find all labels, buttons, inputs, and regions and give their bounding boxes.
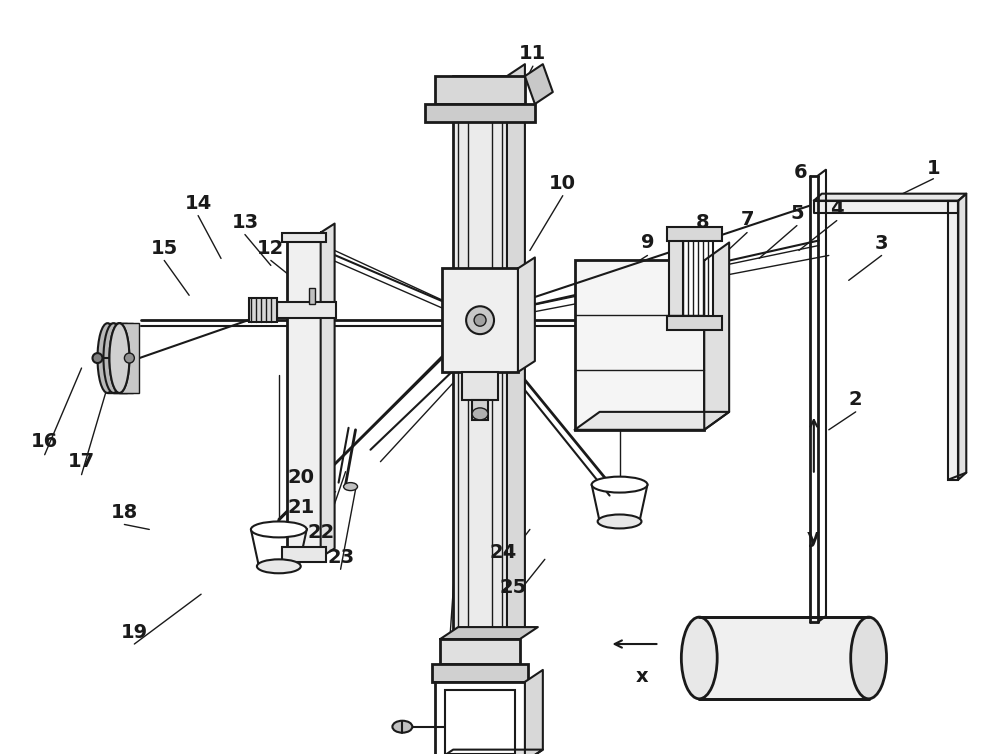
Bar	[669, 230, 683, 326]
Ellipse shape	[851, 617, 887, 699]
Ellipse shape	[103, 323, 123, 393]
Bar	[440, 639, 520, 664]
Text: 17: 17	[68, 452, 95, 471]
Ellipse shape	[257, 559, 301, 573]
Text: 2: 2	[849, 390, 862, 409]
Text: 12: 12	[257, 239, 284, 258]
Ellipse shape	[592, 476, 647, 492]
Bar	[309, 288, 315, 304]
Text: 16: 16	[31, 433, 58, 451]
Bar	[432, 664, 528, 682]
Bar	[575, 260, 704, 430]
Bar	[445, 690, 515, 753]
Bar	[282, 547, 326, 562]
Text: 3: 3	[875, 234, 888, 253]
Polygon shape	[525, 670, 543, 755]
Ellipse shape	[124, 353, 134, 363]
Ellipse shape	[392, 721, 412, 732]
Text: 20: 20	[287, 468, 314, 487]
Bar	[442, 269, 518, 372]
Text: 21: 21	[287, 498, 314, 517]
Text: 19: 19	[121, 623, 148, 642]
Bar	[425, 104, 535, 122]
Text: 1: 1	[927, 159, 940, 178]
Bar	[472, 400, 488, 420]
Text: 4: 4	[830, 199, 844, 218]
Ellipse shape	[466, 307, 494, 334]
Text: 10: 10	[549, 174, 576, 193]
Bar	[667, 226, 722, 241]
Bar	[435, 682, 525, 755]
Ellipse shape	[109, 323, 129, 393]
Polygon shape	[525, 64, 553, 104]
Bar	[287, 233, 321, 557]
Bar	[453, 76, 508, 639]
Ellipse shape	[251, 522, 307, 538]
Polygon shape	[518, 257, 535, 372]
Polygon shape	[704, 242, 729, 430]
Bar	[462, 372, 498, 400]
Text: 11: 11	[519, 44, 547, 63]
Polygon shape	[321, 223, 335, 557]
Bar	[435, 76, 525, 104]
Text: 23: 23	[327, 548, 354, 567]
Text: 25: 25	[499, 578, 527, 596]
Ellipse shape	[598, 514, 641, 528]
Text: 13: 13	[231, 213, 259, 232]
Bar	[107, 323, 127, 393]
Polygon shape	[814, 201, 958, 213]
Ellipse shape	[344, 482, 358, 491]
Text: x: x	[636, 667, 649, 686]
Text: y: y	[806, 528, 819, 547]
Polygon shape	[575, 412, 729, 430]
Ellipse shape	[681, 617, 717, 699]
Ellipse shape	[472, 408, 488, 420]
Ellipse shape	[97, 323, 117, 393]
Polygon shape	[507, 64, 525, 639]
Ellipse shape	[474, 314, 486, 326]
Bar	[113, 323, 133, 393]
Polygon shape	[699, 617, 869, 699]
Ellipse shape	[109, 323, 129, 393]
Polygon shape	[440, 627, 538, 639]
Bar	[948, 201, 958, 479]
Text: 15: 15	[151, 239, 178, 258]
Text: 14: 14	[184, 194, 212, 213]
Polygon shape	[435, 750, 543, 755]
Text: 18: 18	[111, 503, 138, 522]
Bar	[681, 233, 713, 323]
Polygon shape	[958, 194, 966, 479]
Polygon shape	[814, 194, 966, 201]
Bar	[667, 316, 722, 330]
Text: 6: 6	[794, 163, 808, 182]
Ellipse shape	[93, 353, 102, 363]
Bar	[277, 302, 336, 318]
Text: 22: 22	[307, 523, 334, 542]
Text: 9: 9	[641, 233, 654, 252]
Text: 5: 5	[790, 204, 804, 223]
Text: 7: 7	[740, 210, 754, 229]
Text: 8: 8	[695, 213, 709, 232]
Bar	[249, 298, 277, 322]
Bar	[282, 233, 326, 242]
Text: 24: 24	[489, 543, 517, 562]
Bar	[119, 323, 139, 393]
